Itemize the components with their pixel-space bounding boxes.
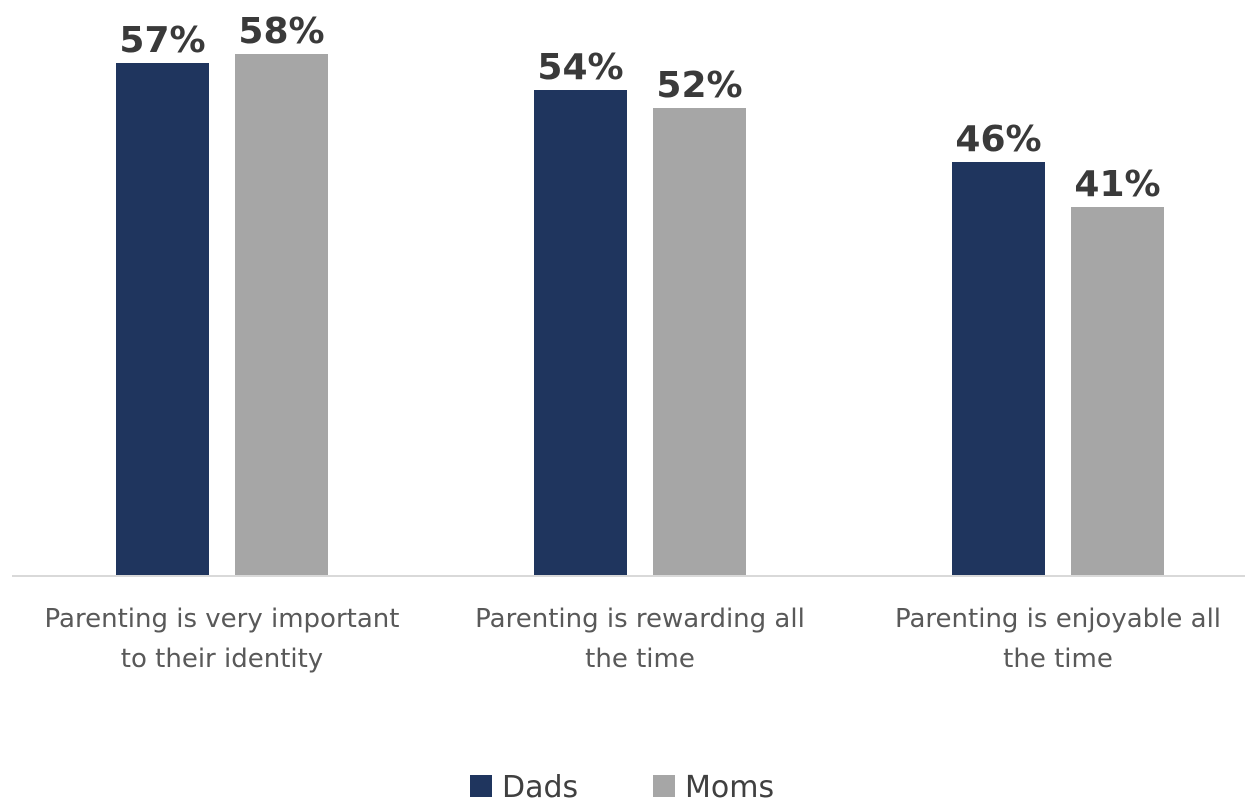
bar-dads-3 xyxy=(952,162,1045,576)
bar-dads-1 xyxy=(116,63,209,576)
category-label-2-line-1: Parenting is rewarding all xyxy=(475,604,805,634)
legend: Dads Moms xyxy=(470,770,774,802)
data-label-moms-3: 41% xyxy=(1074,164,1160,205)
data-label-moms-1: 58% xyxy=(238,11,324,52)
bar-moms-1 xyxy=(235,54,328,576)
legend-swatch-moms xyxy=(653,775,675,797)
category-labels-layer: Parenting is very important to their iden… xyxy=(45,604,1221,674)
category-label-1-line-2: to their identity xyxy=(121,644,323,674)
data-label-moms-2: 52% xyxy=(656,65,742,106)
legend-swatch-dads xyxy=(470,775,492,797)
category-label-3-line-2: the time xyxy=(1003,644,1113,674)
category-label-1-line-1: Parenting is very important xyxy=(45,604,400,634)
bar-moms-2 xyxy=(653,108,746,576)
bars-layer xyxy=(116,54,1164,576)
bar-moms-3 xyxy=(1071,207,1164,576)
bar-dads-2 xyxy=(534,90,627,576)
category-label-2-line-2: the time xyxy=(585,644,695,674)
legend-label-moms: Moms xyxy=(685,770,774,802)
category-label-3-line-1: Parenting is enjoyable all xyxy=(895,604,1221,634)
data-label-dads-3: 46% xyxy=(955,119,1041,160)
value-labels-layer: 57% 58% 54% 52% 46% 41% xyxy=(119,11,1160,205)
data-label-dads-1: 57% xyxy=(119,20,205,61)
legend-label-dads: Dads xyxy=(502,770,578,802)
data-label-dads-2: 54% xyxy=(537,47,623,88)
